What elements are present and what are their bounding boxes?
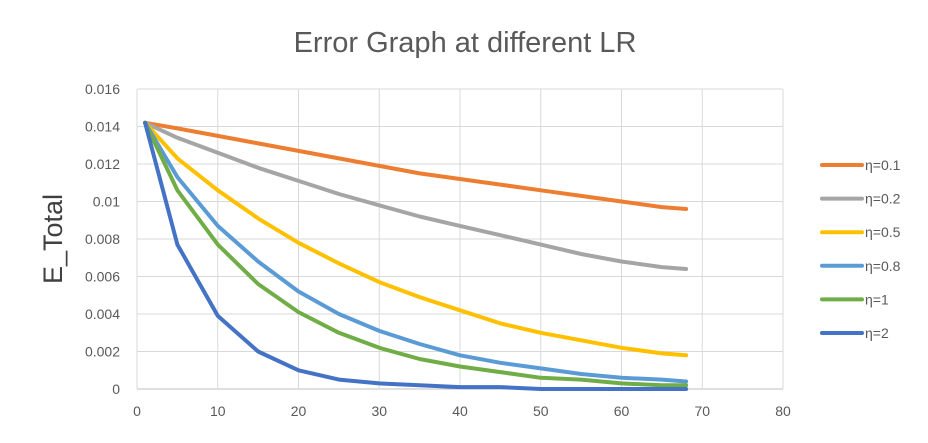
y-tick-label: 0.014: [85, 119, 120, 135]
series-lines: [143, 120, 689, 391]
legend: η=0.1 η=0.2 η=0.5 η=0.8 η=1 η=2: [820, 157, 901, 341]
legend-label: η=0.5: [865, 224, 901, 240]
y-axis-label: E_Total: [38, 194, 68, 284]
chart-title: Error Graph at different LR: [294, 27, 637, 59]
x-tick-label: 70: [694, 403, 710, 419]
legend-label: η=0.2: [865, 191, 901, 207]
legend-label: η=0.1: [865, 157, 901, 173]
y-tick-label: 0: [112, 381, 120, 397]
x-tick-label: 80: [775, 403, 791, 419]
x-tick-label: 30: [371, 403, 387, 419]
legend-label: η=1: [865, 291, 889, 307]
y-tick-label: 0.016: [85, 81, 120, 97]
series-line: [143, 120, 689, 358]
y-tick-label: 0.01: [93, 194, 120, 210]
series-line: [143, 120, 689, 271]
x-tick-label: 40: [452, 403, 468, 419]
x-tick-label: 60: [614, 403, 630, 419]
legend-label: η=0.8: [865, 258, 901, 274]
series-line: [143, 120, 689, 384]
y-tick-label: 0.006: [85, 269, 120, 285]
legend-label: η=2: [865, 325, 889, 341]
y-tick-label: 0.008: [85, 231, 120, 247]
y-tick-label: 0.012: [85, 156, 120, 172]
y-tick-label: 0.002: [85, 344, 120, 360]
axes: 0 0.002 0.004 0.006 0.008 0.01 0.012 0.014 0.016…: [85, 81, 791, 419]
x-tick-label: 0: [133, 403, 141, 419]
series-line: [143, 120, 689, 388]
series-line: [143, 120, 689, 391]
series-line: [143, 120, 689, 211]
y-tick-label: 0.004: [85, 306, 120, 322]
gridlines: [136, 88, 784, 390]
x-tick-label: 50: [533, 403, 549, 419]
x-tick-label: 10: [210, 403, 226, 419]
x-tick-label: 20: [291, 403, 307, 419]
